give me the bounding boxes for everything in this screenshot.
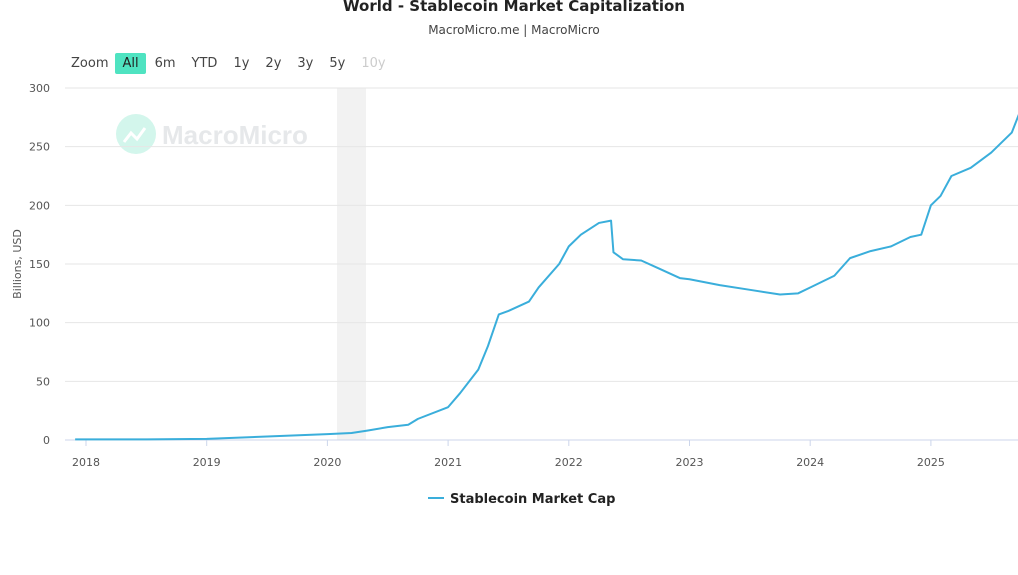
range-button-1y[interactable]: 1y (233, 56, 250, 71)
range-button-6m[interactable]: 6m (154, 56, 176, 71)
x-tick-label: 2021 (434, 456, 462, 469)
x-tick-label: 2018 (72, 456, 100, 469)
range-button-ytd[interactable]: YTD (191, 56, 218, 71)
series-line (75, 113, 1018, 441)
x-tick-label: 2024 (796, 456, 824, 469)
x-tick-label: 2020 (313, 456, 341, 469)
range-button-2y[interactable]: 2y (265, 56, 282, 71)
y-tick-label: 100 (29, 317, 50, 330)
watermark-logo-icon (116, 114, 156, 154)
x-tick-label: 2019 (193, 456, 221, 469)
x-tick-label: 2022 (555, 456, 583, 469)
range-button-3y[interactable]: 3y (297, 56, 314, 71)
zoom-label: Zoom (71, 56, 109, 71)
range-button-all[interactable]: All (115, 53, 146, 74)
y-tick-label: 0 (43, 434, 50, 447)
y-tick-label: 150 (29, 258, 50, 271)
range-selector: Zoom All 6m YTD 1y 2y 3y 5y 10y (64, 53, 395, 74)
watermark-text: MacroMicro (162, 120, 308, 150)
y-tick-label: 250 (29, 141, 50, 154)
y-tick-label: 50 (36, 375, 50, 388)
x-tick-label: 2023 (676, 456, 704, 469)
chart-title: World - Stablecoin Market Capitalization (343, 0, 685, 15)
watermark-logo-icon (122, 127, 147, 143)
y-axis-label: Billions, USD (11, 229, 24, 299)
y-tick-label: 200 (29, 199, 50, 212)
range-button-5y[interactable]: 5y (329, 56, 346, 71)
legend-item[interactable]: Stablecoin Market Cap (450, 492, 615, 507)
y-tick-label: 300 (29, 82, 50, 95)
chart-subtitle: MacroMicro.me | MacroMicro (428, 23, 600, 37)
x-tick-label: 2025 (917, 456, 945, 469)
range-button-10y[interactable]: 10y (361, 56, 386, 71)
